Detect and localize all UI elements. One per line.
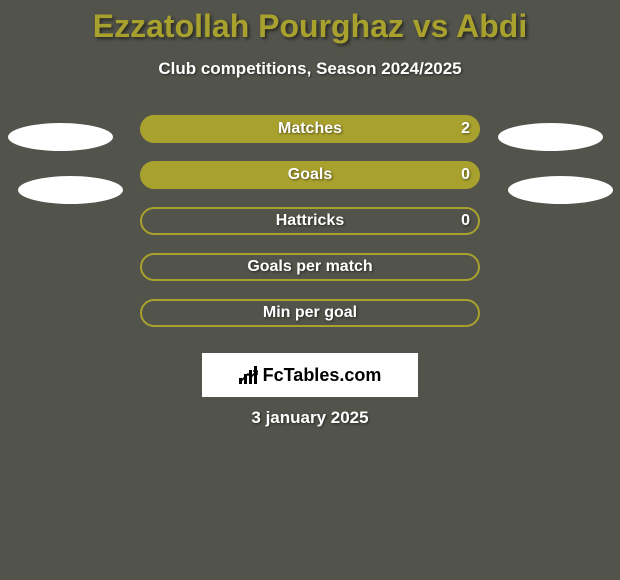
page-subtitle: Club competitions, Season 2024/2025	[0, 59, 620, 79]
page-title: Ezzatollah Pourghaz vs Abdi	[0, 0, 620, 45]
stat-row: Goals per match	[0, 253, 620, 281]
stat-bar	[140, 299, 480, 327]
brand-inner: FcTables.com	[239, 365, 382, 386]
stat-bar	[140, 161, 480, 189]
brand-box: FcTables.com	[202, 353, 418, 397]
stat-row: Goals0	[0, 161, 620, 189]
stat-bar	[140, 207, 480, 235]
stat-value-right: 2	[461, 115, 470, 143]
date-text: 3 january 2025	[0, 408, 620, 428]
stat-value-right: 0	[461, 207, 470, 235]
comparison-infographic: Ezzatollah Pourghaz vs Abdi Club competi…	[0, 0, 620, 580]
stat-bar	[140, 253, 480, 281]
brand-text: FcTables.com	[263, 365, 382, 386]
stat-value-right: 0	[461, 161, 470, 189]
stat-row: Matches2	[0, 115, 620, 143]
stat-row: Hattricks0	[0, 207, 620, 235]
stat-bar	[140, 115, 480, 143]
stat-row: Min per goal	[0, 299, 620, 327]
chart-icon	[239, 366, 257, 384]
